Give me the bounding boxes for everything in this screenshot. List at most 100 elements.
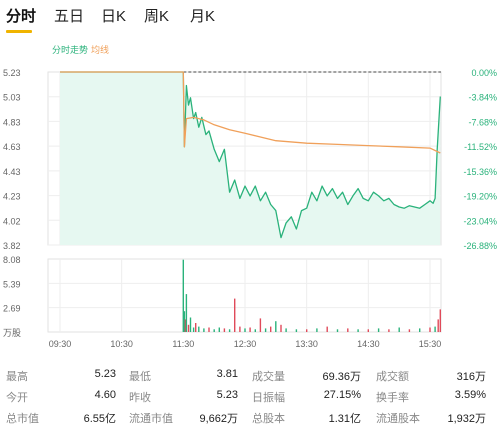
volume-bar <box>437 319 439 332</box>
volume-bar <box>198 326 200 332</box>
x-tick-label: 10:30 <box>110 339 133 349</box>
volume-bar <box>285 328 287 332</box>
volume-bar <box>239 326 241 332</box>
y-tick-label-right: -3.84% <box>468 93 497 103</box>
y-tick-label-right: -7.68% <box>468 117 497 127</box>
y-tick-label-right: -15.36% <box>463 167 497 177</box>
price-area-fill <box>60 72 441 245</box>
volume-bar <box>234 298 236 332</box>
stat-value-amplitude: 27.15% <box>323 389 361 401</box>
stat-value-turnover: 316万 <box>456 371 486 383</box>
x-tick-label: 11:30 <box>172 339 194 349</box>
stats-panel: 最高 5.23 最低 3.81 成交量 69.36万 成交额 316万 今开 4… <box>0 362 499 431</box>
tab-monthly-k[interactable]: 月K <box>190 8 216 25</box>
volume-bar <box>185 294 188 332</box>
x-tick-label: 09:30 <box>49 339 72 349</box>
volume-bar <box>203 328 205 332</box>
volume-bar <box>259 318 262 332</box>
volume-bar <box>429 327 431 332</box>
stat-label-low: 最低 <box>129 371 151 383</box>
volume-tick-label: 8.08 <box>3 255 21 265</box>
tab-weekly-k[interactable]: 周K <box>144 8 170 25</box>
stat-value-total-shares: 1.31亿 <box>328 413 361 425</box>
average-series-line <box>60 71 441 154</box>
volume-bar <box>249 327 251 332</box>
y-tick-label-left: 4.63 <box>3 142 21 152</box>
y-tick-label-left: 5.23 <box>3 68 21 78</box>
active-tab-indicator <box>6 30 32 33</box>
stat-label-prev-close: 昨收 <box>129 392 151 404</box>
stat-value-low: 3.81 <box>216 368 238 380</box>
tab-daily-k[interactable]: 日K <box>101 8 127 25</box>
volume-tick-label: 万股 <box>3 328 21 338</box>
stat-value-float-shares: 1,932万 <box>447 413 486 425</box>
volume-bar <box>270 326 272 332</box>
volume-bar <box>295 329 298 332</box>
volume-bar <box>189 317 192 332</box>
y-tick-label-left: 4.02 <box>3 216 21 226</box>
stat-value-prev-close: 5.23 <box>216 389 238 401</box>
volume-bar <box>419 328 421 332</box>
stat-value-open: 4.60 <box>94 389 116 401</box>
volume-bar <box>367 329 369 332</box>
x-tick-label: 12:30 <box>234 339 257 349</box>
stat-value-market-cap: 6.55亿 <box>83 413 116 425</box>
volume-bar <box>336 329 339 332</box>
volume-bar <box>398 327 400 332</box>
volume-bar <box>326 326 328 332</box>
stat-label-turnover-rate: 换手率 <box>376 392 409 404</box>
volume-bar <box>183 311 186 332</box>
stat-label-turnover: 成交额 <box>376 371 409 383</box>
stat-label-float-shares: 流通股本 <box>376 413 420 425</box>
stat-value-volume: 69.36万 <box>322 371 361 383</box>
x-tick-label: 15:30 <box>419 339 442 349</box>
stat-value-high: 5.23 <box>94 368 116 380</box>
volume-bar <box>316 328 318 332</box>
volume-bar <box>184 319 187 332</box>
y-tick-label-right: -26.88% <box>463 241 497 251</box>
tab-intraday[interactable]: 分时 <box>6 8 37 25</box>
volume-tick-label: 5.39 <box>3 279 21 289</box>
volume-bar <box>187 324 190 332</box>
y-tick-label-left: 3.82 <box>3 241 21 251</box>
volume-bar <box>195 323 197 332</box>
stat-label-high: 最高 <box>6 371 28 383</box>
volume-bar <box>306 329 308 332</box>
volume-bar <box>434 326 436 332</box>
stat-label-volume: 成交量 <box>252 371 285 383</box>
y-tick-label-left: 4.43 <box>3 167 21 177</box>
x-tick-label: 14:30 <box>357 339 380 349</box>
volume-bar <box>264 328 267 332</box>
intraday-chart[interactable]: 5.23 0.00% 5.03 -3.84% 4.83 -7.68% 4.63 -11.52%… <box>0 36 499 358</box>
volume-bar <box>280 324 282 332</box>
stat-label-open: 今开 <box>6 392 28 404</box>
volume-bar <box>275 321 277 332</box>
y-tick-label-left: 5.03 <box>3 93 21 103</box>
legend-avg-label: 均线 <box>91 44 109 55</box>
volume-bar <box>208 327 210 332</box>
stat-value-float-cap: 9,662万 <box>199 413 238 425</box>
legend-price-label: 分时走势 <box>52 44 88 55</box>
volume-bar <box>218 327 220 332</box>
volume-bar <box>408 329 411 332</box>
volume-bar <box>347 328 349 332</box>
volume-bar <box>439 309 441 332</box>
volume-bar <box>377 328 380 332</box>
tab-five-day[interactable]: 五日 <box>54 8 85 25</box>
volume-bar <box>223 328 226 332</box>
volume-bar <box>228 329 231 332</box>
volume-tick-label: 2.69 <box>3 304 21 314</box>
y-tick-label-right: -11.52% <box>464 142 497 152</box>
period-tab-bar: 分时 五日 日K 周K 月K <box>0 0 499 36</box>
stat-label-total-shares: 总股本 <box>252 413 285 425</box>
y-tick-label-left: 4.23 <box>3 192 21 202</box>
stat-value-turnover-rate: 3.59% <box>454 389 486 401</box>
y-tick-label-right: -23.04% <box>463 216 497 226</box>
stat-label-market-cap: 总市值 <box>6 413 39 425</box>
volume-bar <box>213 329 215 332</box>
stat-label-amplitude: 日振幅 <box>252 392 285 404</box>
y-tick-label-right: -19.20% <box>463 192 497 202</box>
volume-bar <box>254 329 256 332</box>
x-tick-label: 13:30 <box>295 339 318 349</box>
stat-label-float-cap: 流通市值 <box>129 413 173 425</box>
